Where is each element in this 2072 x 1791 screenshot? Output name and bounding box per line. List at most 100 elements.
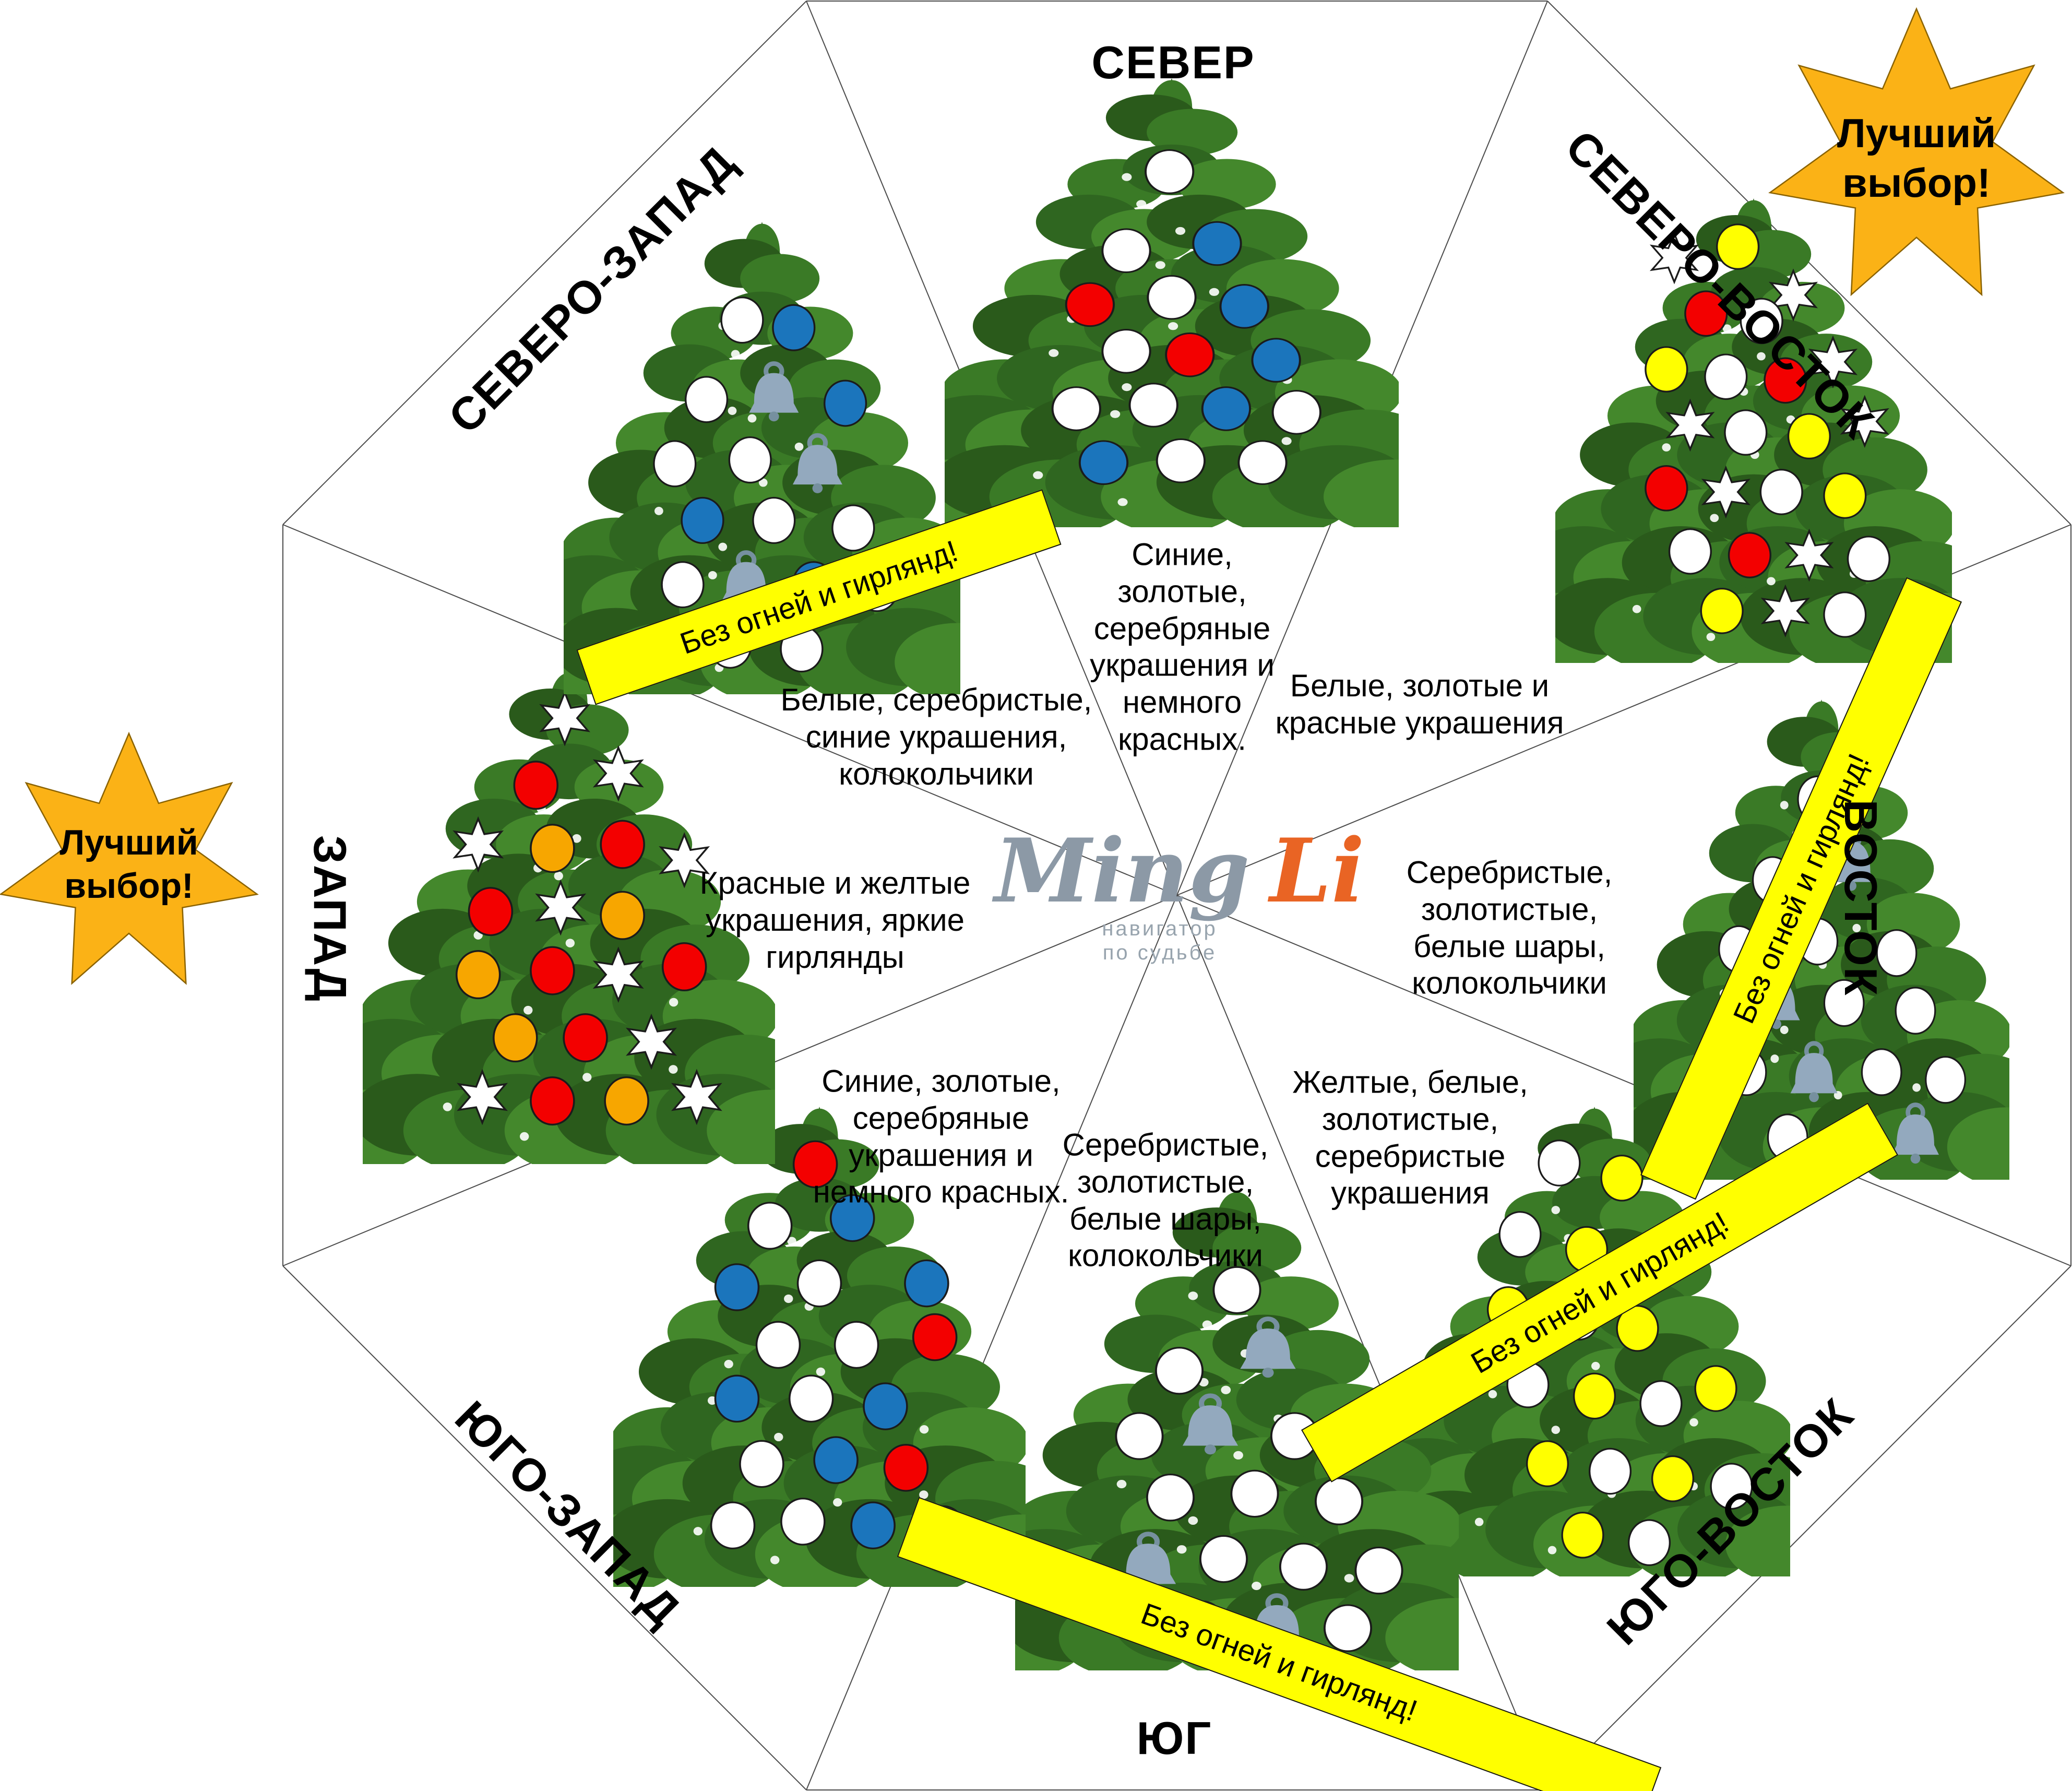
tree-tuft — [1947, 1107, 2009, 1180]
ornament-star — [1784, 528, 1834, 582]
tree-tuft — [1147, 109, 1238, 156]
snow-speck — [669, 1065, 678, 1074]
ornament-ball-blue — [1251, 338, 1301, 383]
ornament-ball-blue — [829, 1194, 875, 1242]
ornament-ball-white — [1146, 1473, 1195, 1522]
ornament-ball-white — [1237, 440, 1288, 485]
wheel-line — [282, 1, 807, 525]
ornament-ball-orange — [455, 950, 501, 1000]
ornament-ball-red — [1684, 290, 1728, 337]
ornament-ball-white — [1498, 1211, 1542, 1258]
mingli-logo: Ming Li — [994, 827, 1364, 915]
snow-speck — [572, 834, 581, 843]
ornament-ball-white — [1639, 1380, 1683, 1427]
bell-body — [749, 373, 799, 413]
snow-speck — [784, 1294, 793, 1303]
snow-speck — [565, 939, 575, 947]
tree-tuft — [1725, 1505, 1790, 1576]
snow-speck — [747, 414, 757, 423]
snow-speck — [1176, 1545, 1187, 1554]
snow-speck — [1757, 352, 1766, 361]
snow-speck — [1852, 923, 1861, 933]
ornament-ball-blue — [714, 1263, 760, 1311]
ornament-ball-yellow — [1561, 1511, 1604, 1559]
ornament-bell — [1790, 1041, 1838, 1102]
ornament-ball-white — [1538, 1140, 1581, 1187]
ornament-ball-white — [1271, 390, 1321, 435]
ornament-ball-blue — [1201, 386, 1252, 431]
bell-body — [1182, 1405, 1239, 1446]
compass-label-north: СЕВЕР — [1091, 37, 1255, 88]
ornament-ball-white — [1823, 979, 1865, 1027]
ornament-ball-white — [1101, 329, 1151, 374]
ornament-ball-blue — [850, 1501, 896, 1550]
ornament-star — [671, 1069, 722, 1125]
wheel-line — [806, 895, 1177, 1790]
snow-speck — [1175, 227, 1186, 235]
ornament-ball-white — [1212, 1266, 1261, 1314]
snow-speck — [770, 1556, 780, 1564]
ornament-ball-blue — [714, 1374, 760, 1423]
ornament-ball-blue — [863, 1382, 908, 1430]
snow-speck — [718, 542, 728, 551]
snow-speck — [1344, 1574, 1354, 1583]
ornament-star — [539, 690, 591, 746]
ornament-ball-white — [755, 1321, 801, 1369]
ornament-ball-white — [1354, 1546, 1403, 1595]
ornament-ball-yellow — [1716, 223, 1760, 270]
ornament-bell — [792, 433, 842, 493]
ornament-ball-white — [1925, 1055, 1967, 1104]
bell-clapper — [1847, 881, 1856, 891]
snow-speck — [794, 442, 804, 451]
ornament-ball-white — [1668, 528, 1712, 575]
snow-speck — [1049, 349, 1059, 357]
snow-speck — [1281, 437, 1292, 445]
ornament-ball-red — [1728, 532, 1772, 578]
ornament-star — [626, 1013, 677, 1070]
ornament-ball-white — [1861, 1048, 1902, 1096]
ornament-ball-red — [661, 942, 707, 992]
wheel-line — [1176, 895, 2071, 1266]
ornament-ball-orange — [600, 891, 645, 940]
ornament-star — [535, 879, 587, 936]
ornament-star — [592, 946, 644, 1003]
snow-speck — [1591, 1361, 1600, 1370]
bell-body — [1240, 1328, 1296, 1369]
snow-speck — [1110, 410, 1121, 418]
snow-speck — [693, 1527, 703, 1536]
ornament-ball-orange — [604, 1076, 649, 1126]
wheel-line — [1176, 895, 1548, 1790]
ornament-ball-white — [739, 1440, 784, 1488]
bell-body — [1790, 1053, 1838, 1094]
bell-clapper — [1262, 1368, 1274, 1378]
christmas-tree-west — [363, 671, 775, 1164]
snow-speck — [582, 1073, 592, 1082]
ornament-ball-white — [796, 1259, 842, 1308]
star-badge-text: Лучший — [1837, 110, 1996, 156]
tree-tuft — [1385, 1598, 1459, 1670]
ornament-ball-white — [1847, 536, 1891, 582]
ornament-ball-blue — [772, 304, 816, 351]
ornament-ball-white — [1154, 1347, 1204, 1395]
ornament-ball-white — [1128, 383, 1178, 428]
ornament-ball-white — [1588, 1448, 1632, 1495]
ornament-bell — [1892, 1102, 1939, 1164]
ornament-ball-yellow — [1645, 346, 1688, 393]
ornament-ball-white — [1199, 1535, 1248, 1583]
logo-word-ming: Ming — [994, 819, 1250, 922]
ornament-star — [1768, 268, 1818, 322]
ornament-ball-white — [1279, 1543, 1328, 1591]
ornament-ball-red — [1764, 357, 1807, 404]
compass-label-west: ЗАПАД — [304, 835, 356, 1003]
ornament-ball-white — [1145, 149, 1195, 194]
ornament-ball-white — [747, 1202, 793, 1250]
ornament-bell — [1240, 1316, 1296, 1378]
snow-speck — [1233, 1451, 1243, 1460]
christmas-tree-north — [945, 78, 1399, 527]
decoration-advice-northwest: Белые, серебристые, синие украшения, кол… — [780, 682, 1092, 791]
ornament-ball-blue — [681, 496, 724, 544]
ornament-ball-white — [1051, 386, 1101, 431]
bell-body — [1120, 1544, 1176, 1584]
ornament-ball-blue — [1078, 440, 1129, 485]
ornament-bell — [1182, 1393, 1239, 1455]
